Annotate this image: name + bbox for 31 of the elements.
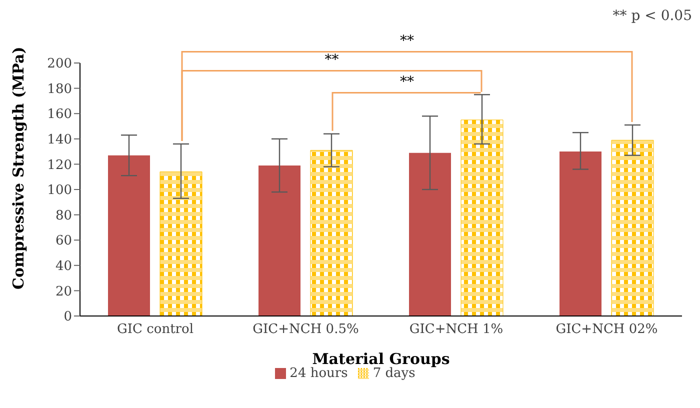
text: **: [399, 33, 415, 49]
bar: [460, 120, 504, 316]
x-axis-title: Material Groups: [312, 350, 450, 368]
bar: [611, 140, 654, 316]
y-tick-label: 80: [55, 208, 72, 224]
legend-label: 7 days: [372, 366, 416, 381]
annotation: **: [399, 74, 415, 90]
y-tick-label: 200: [47, 56, 72, 72]
bar: [310, 150, 353, 316]
y-tick-label: 140: [47, 132, 72, 148]
x-tick-label: GIC control: [116, 322, 194, 338]
annotation: **: [324, 52, 340, 68]
y-axis-title: Compressive Strength (MPa): [9, 46, 28, 290]
y-tick-label: 0: [64, 310, 72, 325]
x-tick-label: GIC+NCH 1%: [409, 322, 504, 338]
y-tick-label: 160: [47, 107, 72, 122]
y-tick-label: 180: [47, 82, 72, 97]
bar: [409, 152, 451, 316]
bar: [258, 165, 300, 316]
bar: [160, 172, 202, 316]
y-tick-label: 20: [55, 284, 72, 300]
bar: [560, 152, 602, 316]
bar: [108, 155, 150, 316]
y-tick-label: 120: [47, 158, 72, 173]
y-tick-label: 60: [55, 234, 72, 249]
text: ** p < 0.05: [612, 8, 692, 24]
legend-label: 24 hours: [290, 366, 348, 381]
x-tick-label: GIC+NCH 0.5%: [252, 322, 359, 338]
y-tick-label: 40: [55, 259, 72, 274]
y-tick-label: 100: [47, 183, 72, 198]
x-tick-label: GIC+NCH 02%: [556, 322, 658, 338]
